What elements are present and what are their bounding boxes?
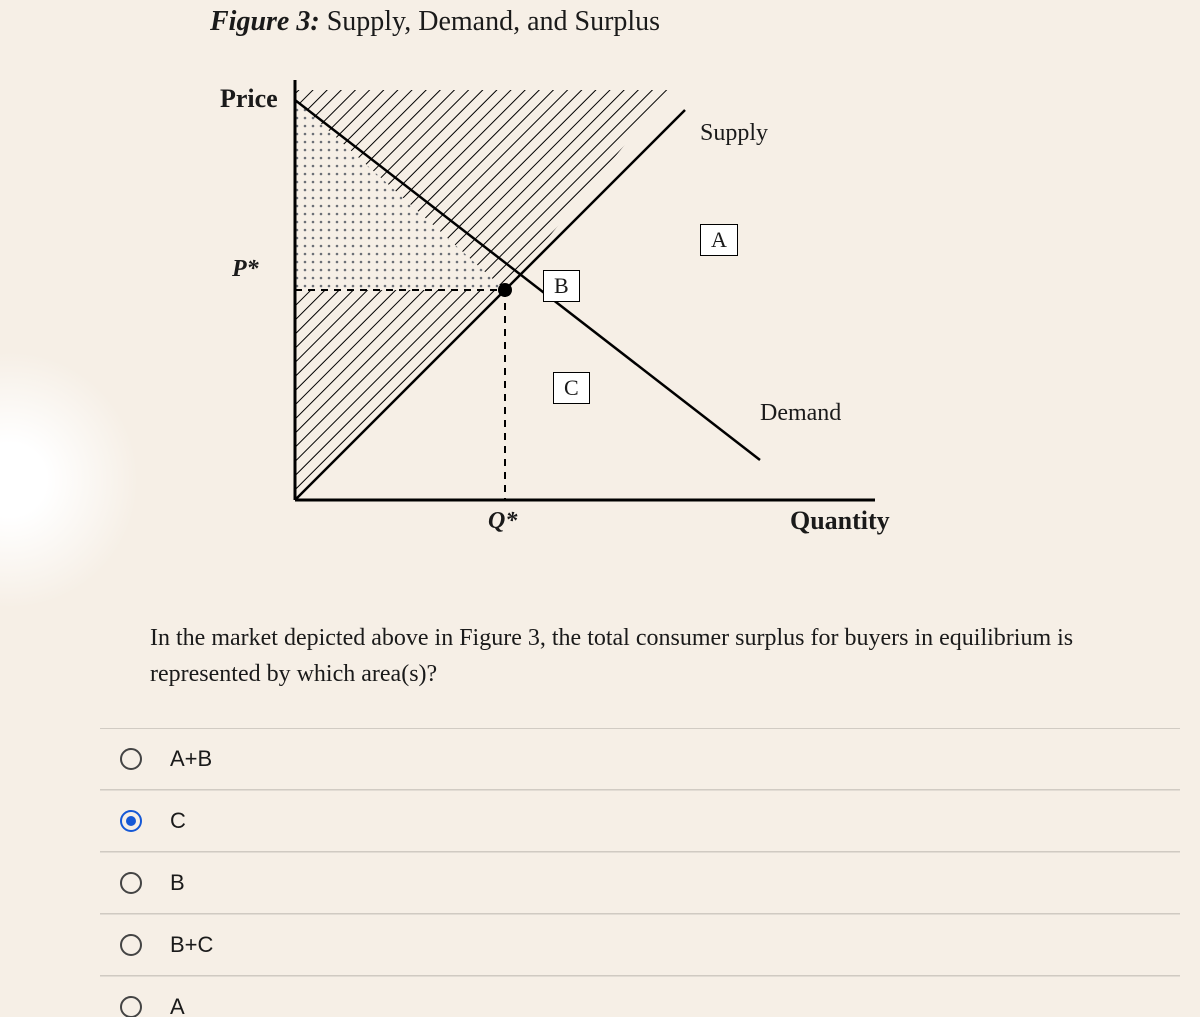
region-label-c: C: [553, 372, 590, 404]
option-label: A: [170, 994, 185, 1017]
option-row[interactable]: C: [100, 790, 1180, 852]
radio-icon[interactable]: [120, 748, 142, 770]
option-label: B: [170, 870, 185, 896]
q-star-label: Q*: [488, 508, 517, 535]
option-row[interactable]: B+C: [100, 914, 1180, 976]
y-axis-label: Price: [220, 84, 278, 114]
option-label: A+B: [170, 746, 212, 772]
demand-curve-label: Demand: [760, 400, 841, 427]
p-star-label: P*: [232, 256, 259, 283]
option-row[interactable]: A: [100, 976, 1180, 1017]
option-row[interactable]: B: [100, 852, 1180, 914]
chart-svg: [215, 60, 935, 620]
option-row[interactable]: A+B: [100, 728, 1180, 790]
page: Figure 3: Supply, Demand, and Surplus: [0, 0, 1200, 1017]
x-axis-label: Quantity: [790, 506, 890, 536]
supply-curve-label: Supply: [700, 120, 768, 147]
radio-icon[interactable]: [120, 872, 142, 894]
radio-icon[interactable]: [120, 996, 142, 1017]
figure-title: Supply, Demand, and Surplus: [320, 6, 660, 37]
equilibrium-point: [498, 283, 512, 297]
radio-icon[interactable]: [120, 810, 142, 832]
radio-icon[interactable]: [120, 934, 142, 956]
option-label: C: [170, 808, 186, 834]
supply-demand-chart: A B C: [215, 60, 935, 560]
figure-caption: Figure 3: Supply, Demand, and Surplus: [210, 6, 660, 38]
lens-flare: [0, 350, 140, 610]
question-text: In the market depicted above in Figure 3…: [150, 620, 1180, 692]
option-label: B+C: [170, 932, 213, 958]
region-label-b: B: [543, 270, 580, 302]
figure-number: Figure 3:: [210, 6, 320, 37]
answer-options: A+B C B B+C A: [100, 728, 1180, 1017]
region-label-a: A: [700, 224, 738, 256]
